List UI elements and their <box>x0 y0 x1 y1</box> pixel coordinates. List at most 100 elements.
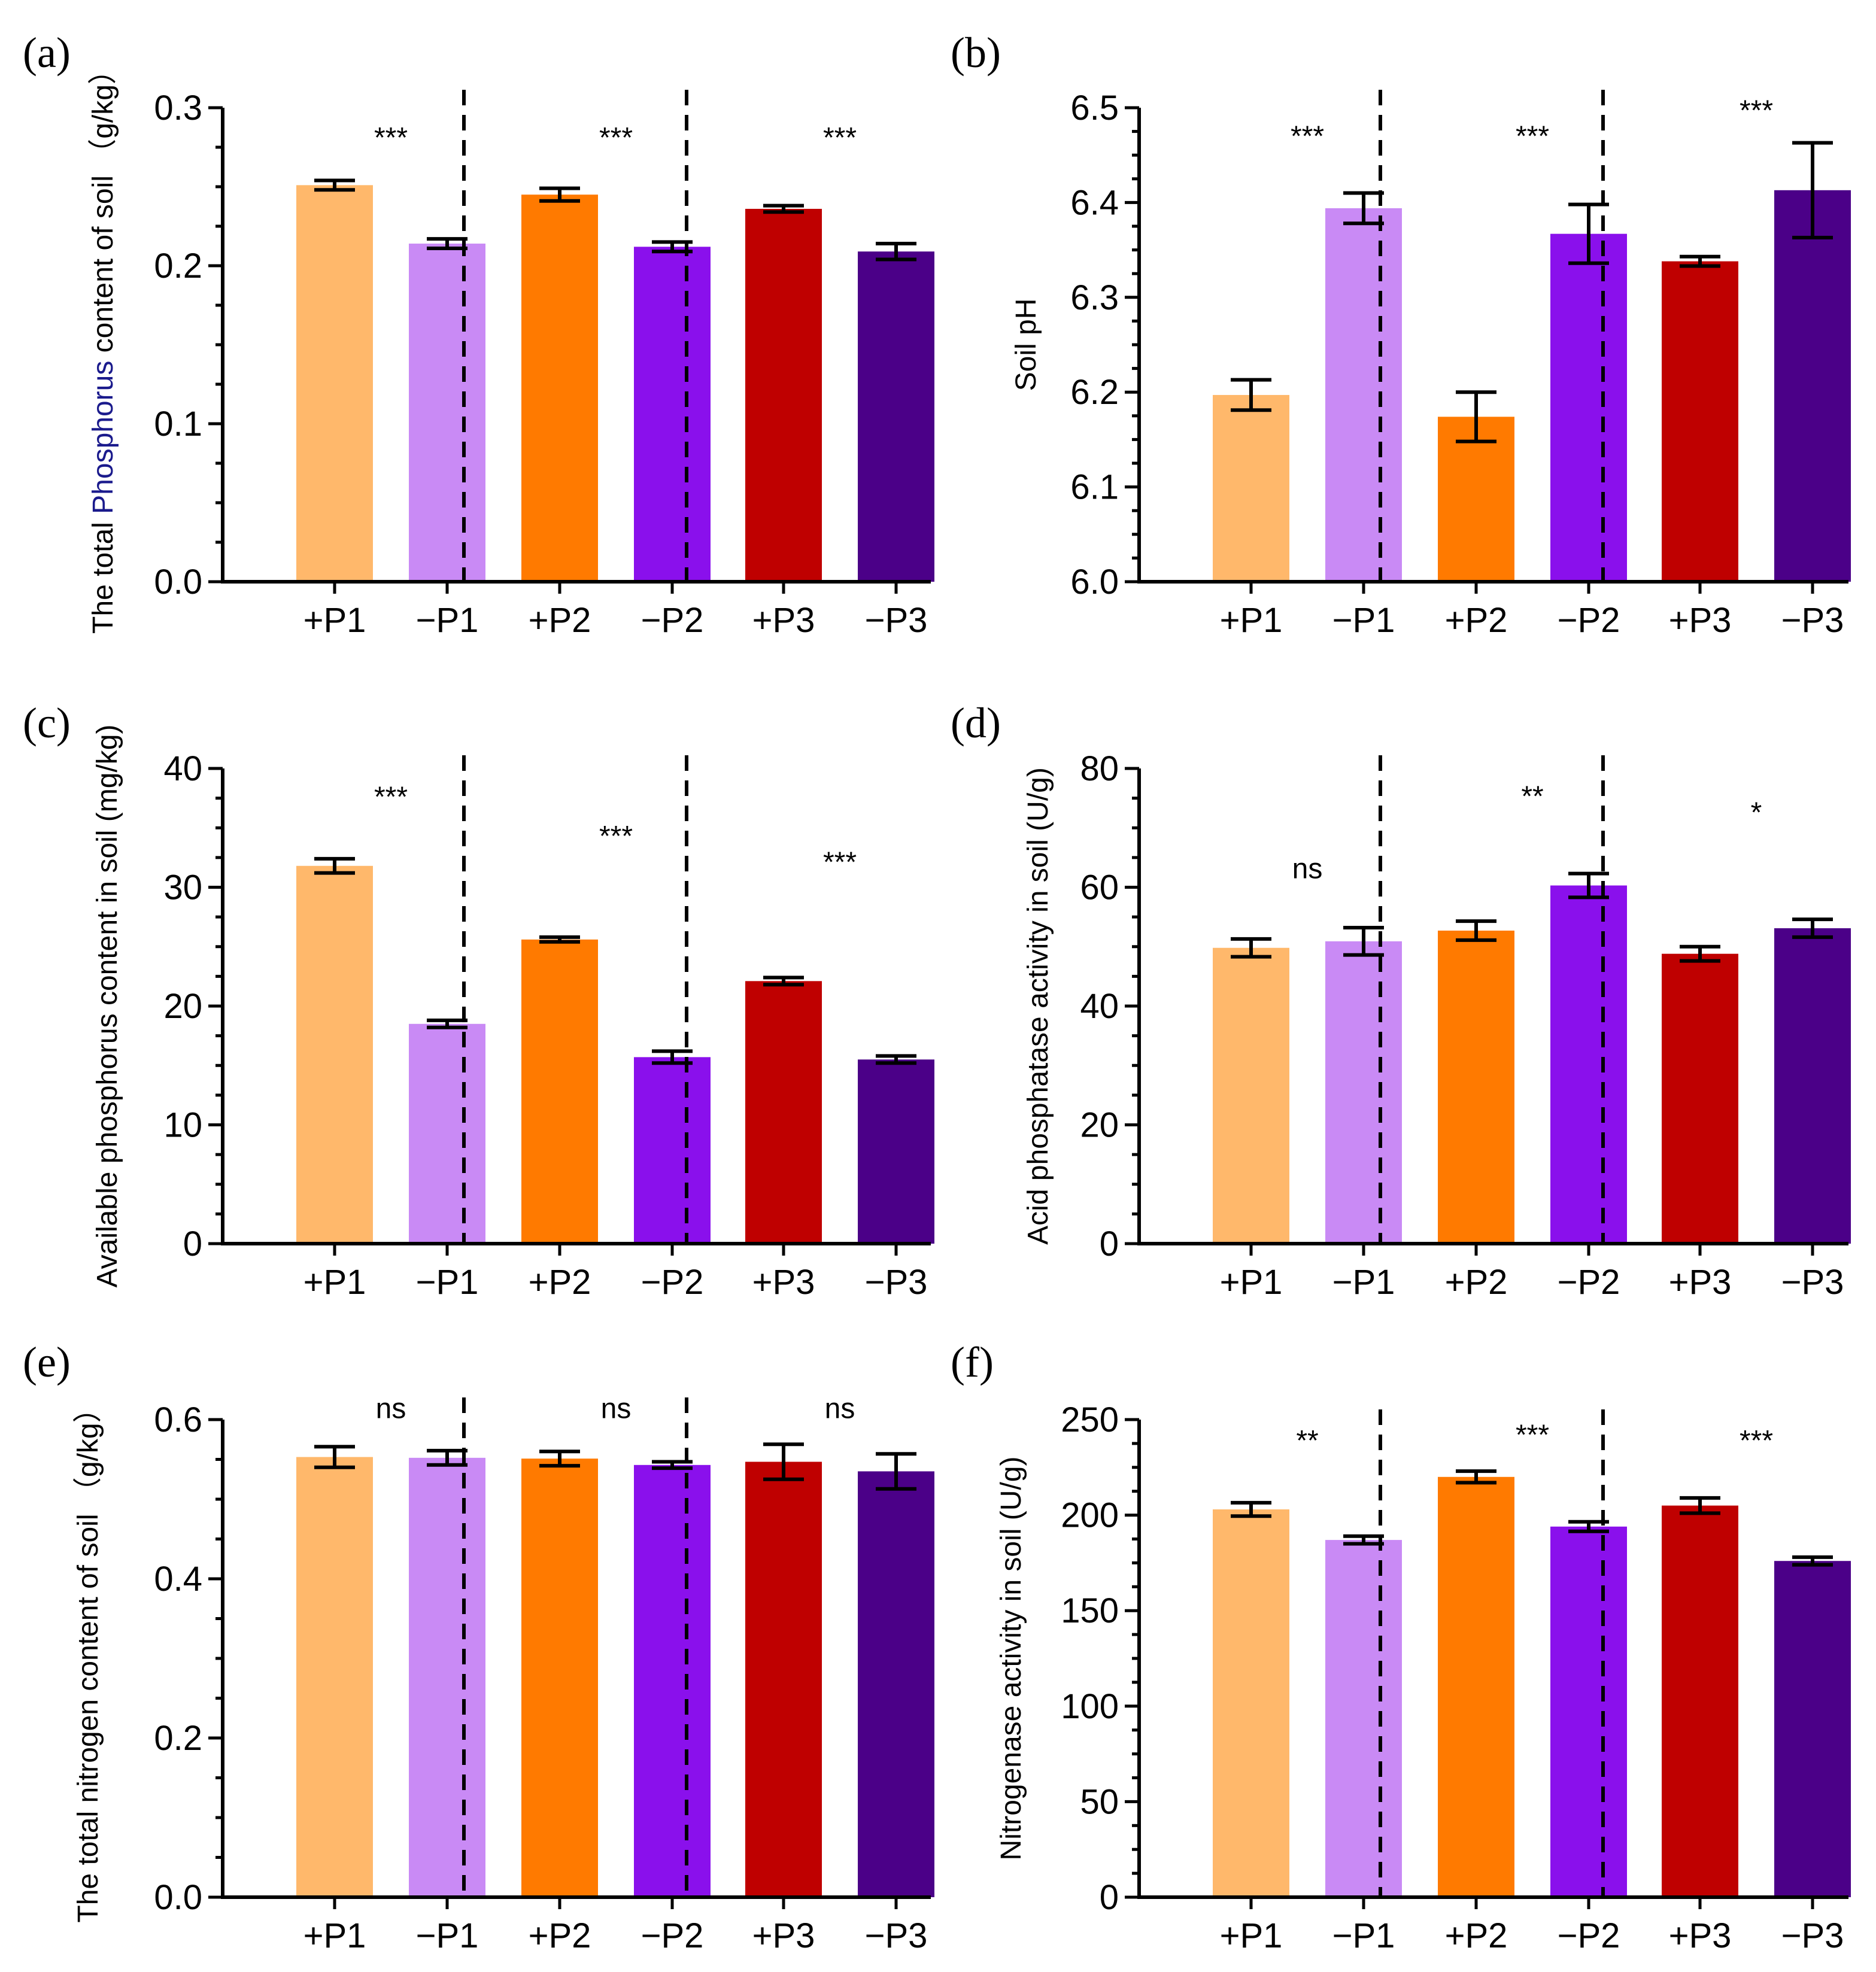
error-bar <box>763 976 804 987</box>
bar-minus-P3 <box>858 251 934 582</box>
y-tick-label: 0 <box>1100 1878 1119 1917</box>
panel-label: (d) <box>951 699 1001 747</box>
x-tick-label: −P3 <box>865 1916 928 1955</box>
error-bar <box>539 935 580 944</box>
y-tick-label: 0.2 <box>154 1719 202 1758</box>
x-tick-label: +P3 <box>1669 1263 1732 1302</box>
x-tick-label: +P2 <box>529 601 591 640</box>
bar-plus-P2 <box>521 195 598 582</box>
error-bar <box>1456 390 1496 443</box>
y-tick-label: 40 <box>163 749 202 788</box>
y-axis-label: The total nitrogen content of soil （g/kg… <box>72 1394 104 1922</box>
error-bar <box>539 1450 580 1468</box>
x-tick-label: +P2 <box>529 1916 591 1955</box>
bar-plus-P1 <box>296 865 373 1244</box>
y-tick-label: 40 <box>1080 987 1119 1026</box>
x-tick-label: −P3 <box>1781 1916 1844 1955</box>
y-tick-label: 0.1 <box>154 405 202 443</box>
x-tick-label: +P1 <box>1220 1263 1283 1302</box>
y-tick-label: 0.6 <box>154 1400 202 1439</box>
x-tick-label: +P1 <box>1220 601 1283 640</box>
bar-plus-P3 <box>1662 953 1738 1244</box>
significance-label: *** <box>599 122 633 154</box>
error-bar <box>876 1054 916 1065</box>
bar-minus-P3 <box>858 1059 934 1244</box>
y-tick-label: 30 <box>163 868 202 907</box>
y-tick-label: 0.3 <box>154 89 202 127</box>
significance-label: ** <box>1296 1425 1318 1457</box>
y-tick-label: 6.2 <box>1070 373 1119 412</box>
error-bar <box>1792 917 1833 939</box>
bar-minus-P2 <box>634 1057 711 1244</box>
error-bar <box>1231 378 1271 412</box>
significance-label: *** <box>374 782 408 813</box>
error-bar <box>1456 1469 1496 1485</box>
significance-label: *** <box>1516 1419 1549 1451</box>
y-axis-label-part: The total <box>87 514 119 634</box>
significance-label: *** <box>374 122 408 154</box>
error-bar <box>427 237 468 250</box>
error-bar <box>314 178 355 192</box>
y-tick-label: 6.4 <box>1070 183 1119 222</box>
panel-label: (f) <box>951 1338 994 1386</box>
x-tick-label: +P3 <box>752 601 815 640</box>
error-bar <box>1231 1500 1271 1518</box>
x-tick-label: −P1 <box>416 1263 479 1302</box>
significance-label: ns <box>601 1393 632 1424</box>
bar-plus-P1 <box>296 1457 373 1897</box>
significance-label: ns <box>825 1393 855 1424</box>
x-tick-label: +P2 <box>529 1263 591 1302</box>
error-bar <box>1231 937 1271 959</box>
x-tick-label: −P1 <box>416 1916 479 1955</box>
x-tick-label: +P3 <box>752 1916 815 1955</box>
y-tick-label: 100 <box>1061 1687 1119 1726</box>
bar-plus-P2 <box>1438 417 1514 582</box>
x-tick-label: +P2 <box>1445 1263 1508 1302</box>
significance-label: *** <box>1740 95 1773 127</box>
bar-plus-P2 <box>1438 1476 1514 1897</box>
panel-label: (a) <box>23 29 71 77</box>
significance-label: *** <box>1516 120 1549 152</box>
x-tick-label: −P2 <box>641 1263 704 1302</box>
error-bar <box>1343 925 1384 957</box>
x-tick-label: −P2 <box>641 1916 704 1955</box>
bar-minus-P2 <box>1550 1526 1627 1897</box>
x-tick-label: +P1 <box>303 1916 366 1955</box>
y-tick-label: 0.0 <box>154 563 202 601</box>
x-tick-label: +P3 <box>752 1263 815 1302</box>
x-tick-label: −P2 <box>1558 1916 1620 1955</box>
x-tick-label: −P1 <box>1332 1916 1395 1955</box>
error-bar <box>1343 191 1384 226</box>
bar-minus-P1 <box>409 1457 485 1897</box>
significance-label: *** <box>599 821 633 852</box>
bar-minus-P2 <box>1550 885 1627 1244</box>
bar-plus-P3 <box>1662 261 1738 582</box>
y-axis-label: Nitrogenase activity in soil (U/g) <box>995 1457 1027 1861</box>
y-tick-label: 6.3 <box>1070 278 1119 317</box>
y-tick-label: 50 <box>1080 1782 1119 1821</box>
error-bar <box>763 203 804 214</box>
y-tick-label: 80 <box>1080 749 1119 788</box>
y-tick-label: 0 <box>1100 1224 1119 1263</box>
y-axis-label: Available phosphorus content in soil (mg… <box>92 725 123 1288</box>
bar-plus-P2 <box>521 939 598 1244</box>
bar-minus-P3 <box>1774 1561 1851 1897</box>
bar-plus-P1 <box>1213 1509 1289 1897</box>
x-tick-label: +P3 <box>1669 601 1732 640</box>
x-tick-label: +P2 <box>1445 601 1508 640</box>
y-tick-label: 6.1 <box>1070 468 1119 507</box>
x-tick-label: +P1 <box>1220 1916 1283 1955</box>
error-bar <box>1680 944 1720 963</box>
panel-a: (a) 0.0 0.1 0.2 0.3 +P1 −P1 +P2 −P2 +P3 −P3 *** *** *… <box>23 29 934 640</box>
x-tick-label: +P2 <box>1445 1916 1508 1955</box>
bar-minus-P2 <box>1550 233 1627 582</box>
y-tick-label: 0 <box>183 1224 202 1263</box>
x-tick-label: −P3 <box>865 1263 928 1302</box>
bar-plus-P1 <box>1213 394 1289 582</box>
x-tick-label: +P1 <box>303 1263 366 1302</box>
x-tick-label: −P2 <box>1558 601 1620 640</box>
error-bar <box>876 242 916 262</box>
bar-plus-P3 <box>1662 1505 1738 1897</box>
bar-plus-P3 <box>745 208 822 582</box>
y-tick-label: 20 <box>163 987 202 1026</box>
